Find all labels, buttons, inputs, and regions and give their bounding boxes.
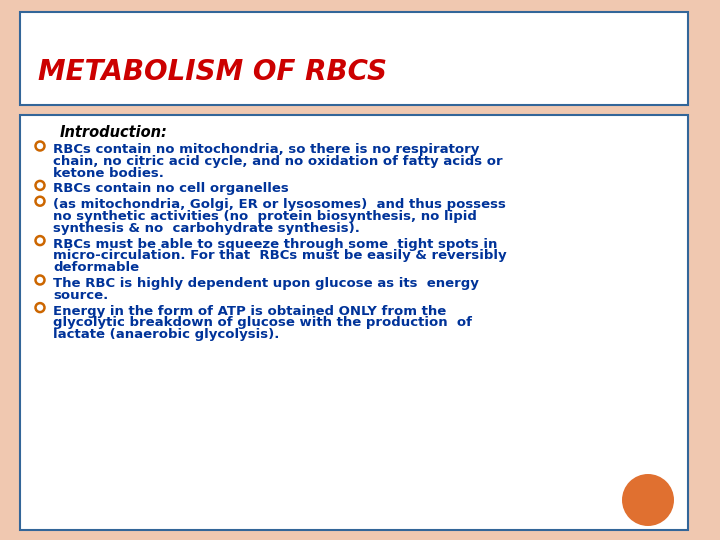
Text: no synthetic activities (no  protein biosynthesis, no lipid: no synthetic activities (no protein bios… xyxy=(53,210,477,223)
FancyBboxPatch shape xyxy=(20,115,688,530)
Text: The RBC is highly dependent upon glucose as its  energy: The RBC is highly dependent upon glucose… xyxy=(53,277,479,290)
Text: RBCs contain no cell organelles: RBCs contain no cell organelles xyxy=(53,183,289,195)
Text: ketone bodies.: ketone bodies. xyxy=(53,167,164,180)
Text: Energy in the form of ATP is obtained ONLY from the: Energy in the form of ATP is obtained ON… xyxy=(53,305,446,318)
Text: METABOLISM OF RBCS: METABOLISM OF RBCS xyxy=(38,58,387,86)
FancyBboxPatch shape xyxy=(20,12,688,105)
Text: source.: source. xyxy=(53,289,108,302)
Text: synthesis & no  carbohydrate synthesis).: synthesis & no carbohydrate synthesis). xyxy=(53,222,360,235)
Text: Introduction:: Introduction: xyxy=(60,125,168,140)
Text: deformable: deformable xyxy=(53,261,139,274)
Text: RBCs must be able to squeeze through some  tight spots in: RBCs must be able to squeeze through som… xyxy=(53,238,498,251)
Circle shape xyxy=(622,474,674,526)
Text: lactate (anaerobic glycolysis).: lactate (anaerobic glycolysis). xyxy=(53,328,279,341)
Text: chain, no citric acid cycle, and no oxidation of fatty acids or: chain, no citric acid cycle, and no oxid… xyxy=(53,155,503,168)
Text: RBCs contain no mitochondria, so there is no respiratory: RBCs contain no mitochondria, so there i… xyxy=(53,143,480,156)
Text: micro-circulation. For that  RBCs must be easily & reversibly: micro-circulation. For that RBCs must be… xyxy=(53,249,507,262)
Text: glycolytic breakdown of glucose with the production  of: glycolytic breakdown of glucose with the… xyxy=(53,316,472,329)
Text: (as mitochondria, Golgi, ER or lysosomes)  and thus possess: (as mitochondria, Golgi, ER or lysosomes… xyxy=(53,198,506,211)
